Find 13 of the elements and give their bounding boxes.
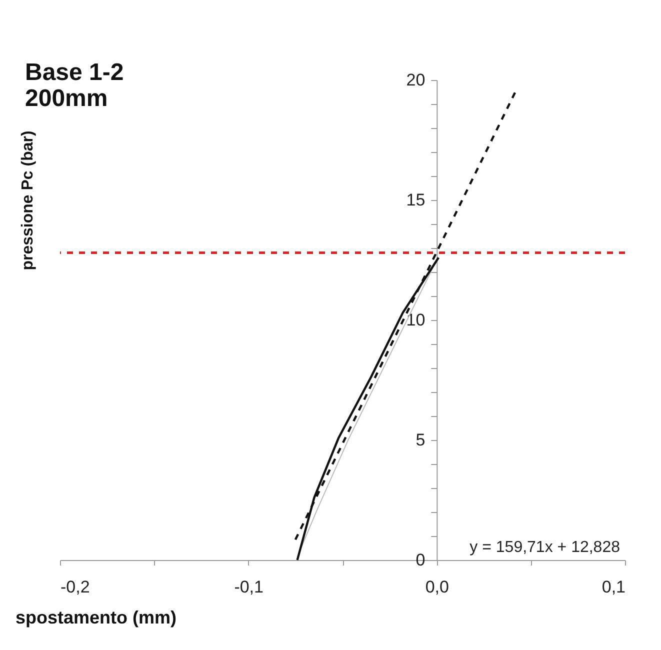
annotation: y = 159,71x + 12,828: [470, 539, 620, 556]
y-axis-title: pressione Pc (bar): [20, 130, 36, 270]
x-axis-title: spostamento (mm): [16, 608, 177, 628]
x-tick-label: -0,1: [234, 578, 264, 596]
x-tick-label: 0,1: [602, 578, 626, 596]
x-tick-label: 0,0: [425, 578, 449, 596]
y-tick-label: 5: [416, 430, 426, 450]
chart-title: Base 1-2 200mm: [25, 59, 124, 112]
y-tick-label: 10: [406, 310, 426, 330]
y-tick-label: 0: [416, 550, 426, 570]
y-tick-label: 15: [406, 190, 426, 210]
y-tick-label: 20: [406, 70, 426, 90]
x-tick-label: -0,2: [60, 578, 90, 596]
